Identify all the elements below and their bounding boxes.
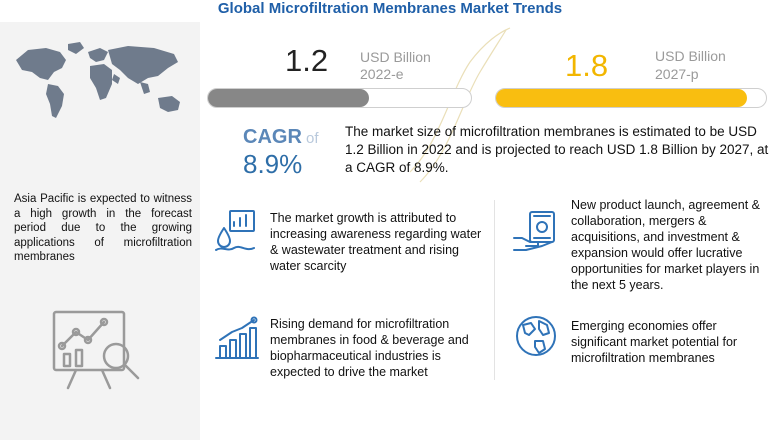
year-label-2027: 2027-p bbox=[655, 66, 699, 82]
bar-track-2027 bbox=[495, 88, 767, 108]
cagr-label: CAGR bbox=[243, 126, 302, 148]
market-summary: The market size of microfiltration membr… bbox=[345, 124, 769, 175]
bar-track-2022 bbox=[207, 88, 472, 108]
cagr-value: 8.9% bbox=[243, 149, 303, 179]
card-divider bbox=[494, 200, 495, 380]
globe-icon bbox=[516, 316, 556, 356]
water-chart-icon bbox=[215, 210, 255, 251]
bar-2027 bbox=[496, 89, 748, 107]
chart-analysis-icon bbox=[52, 310, 140, 390]
card-text-water: The market growth is attributed to incre… bbox=[270, 211, 482, 273]
world-map-icon bbox=[16, 42, 180, 118]
money-hand-icon bbox=[513, 211, 555, 251]
rising-bar-chart-icon bbox=[215, 316, 259, 359]
value-label-2022: 1.2 bbox=[285, 43, 329, 78]
year-label-2022: 2022-e bbox=[360, 66, 404, 82]
value-label-2027: 1.8 bbox=[565, 48, 609, 83]
unit-label-2022: USD Billion bbox=[360, 49, 431, 65]
cagr-of-label: of bbox=[306, 130, 319, 147]
unit-label-2027: USD Billion bbox=[655, 48, 726, 64]
card-text-demand: Rising demand for microfiltration membra… bbox=[270, 317, 469, 379]
bar-2022 bbox=[208, 89, 370, 107]
asia-pacific-text: Asia Pacific is expected to witness a hi… bbox=[14, 193, 192, 263]
card-text-emerging: Emerging economies offer significant mar… bbox=[571, 319, 738, 365]
page-title: Global Microfiltration Membranes Market … bbox=[217, 0, 563, 17]
card-text-opportunities: New product launch, agreement & collabor… bbox=[571, 198, 760, 292]
